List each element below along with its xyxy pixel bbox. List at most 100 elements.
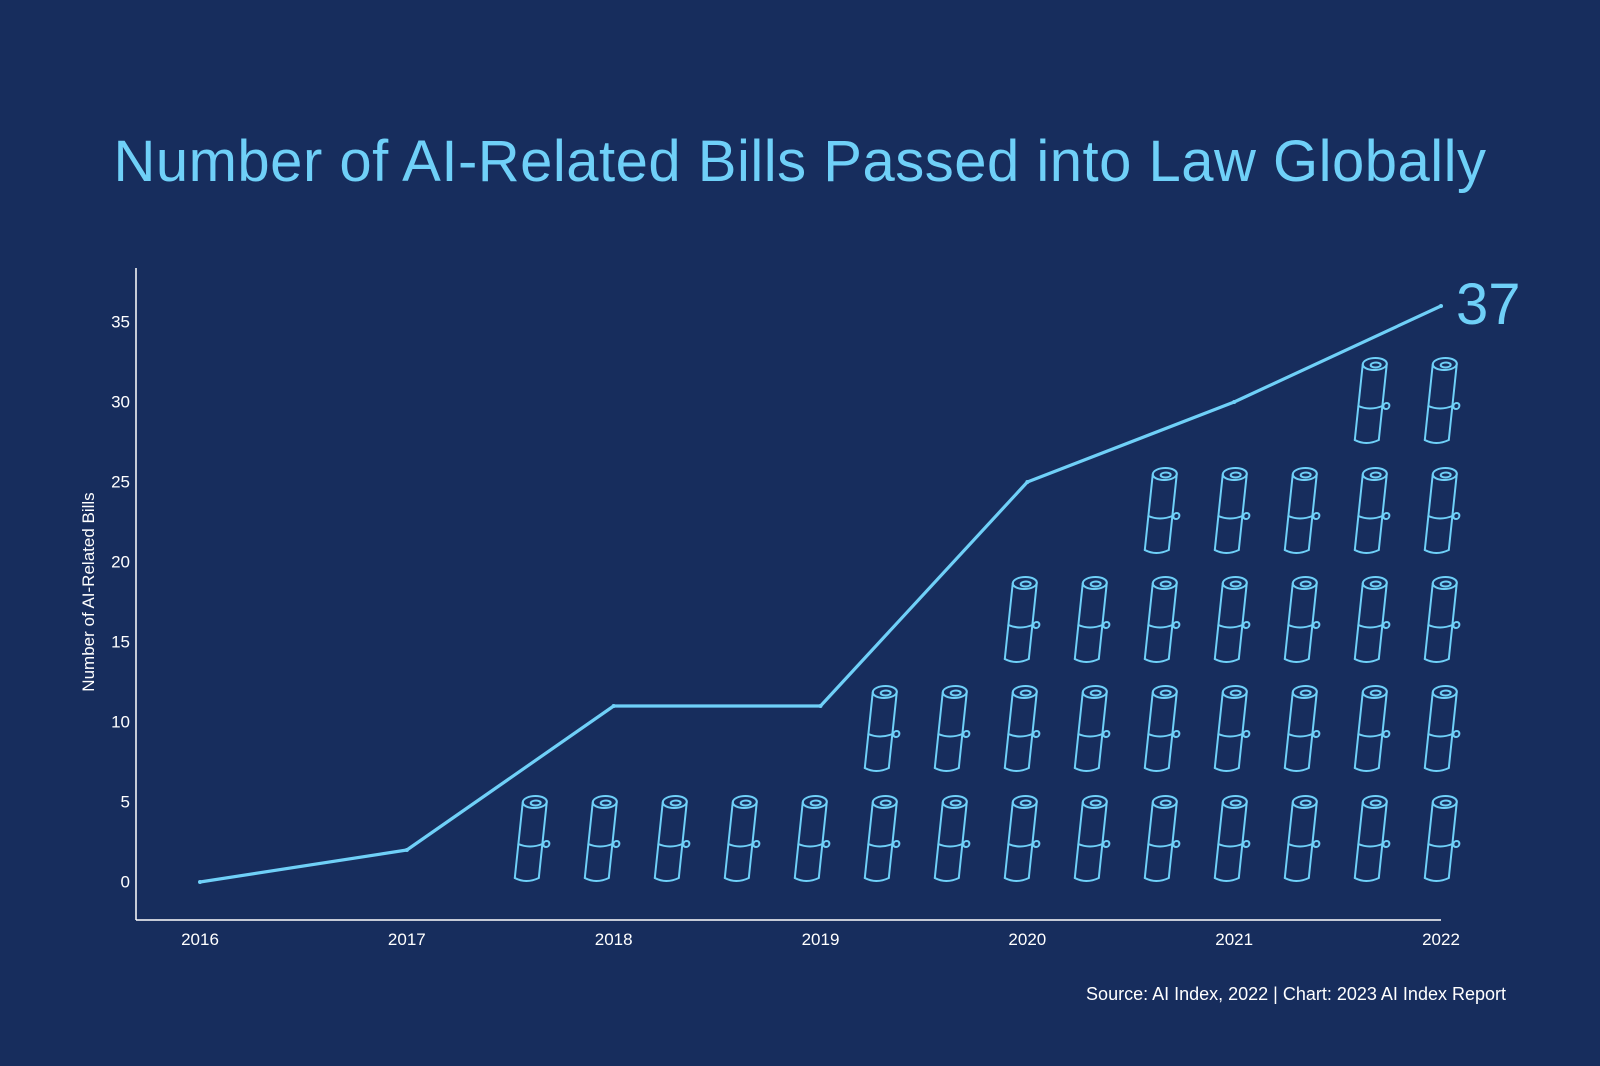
pictograph-layer [513, 357, 1461, 882]
scroll-icon [653, 795, 691, 882]
scroll-seal [1312, 512, 1321, 520]
scroll-ribbon [1217, 843, 1244, 848]
y-tick-label: 15 [111, 632, 130, 651]
scroll-seal [1032, 621, 1041, 629]
axes: 0 5 10 15 20 25 30 35 2016 2017 2018 2019 2020 2021 20… [79, 268, 1460, 949]
scroll-curl [1369, 361, 1382, 369]
scroll-icon [863, 685, 901, 772]
scroll-icon [1073, 576, 1111, 663]
scroll-right-edge [1027, 801, 1038, 879]
scroll-left-edge [933, 691, 944, 769]
scroll-bottom [653, 877, 680, 882]
scroll-left-edge [1213, 582, 1224, 660]
scroll-icon [933, 795, 971, 882]
scroll-curl [1369, 471, 1382, 479]
scroll-bottom [1143, 658, 1170, 663]
scroll-curl [1089, 580, 1102, 588]
scroll-right-edge [1377, 473, 1388, 551]
scroll-left-edge [1073, 691, 1084, 769]
scroll-seal [962, 730, 971, 738]
scroll-left-edge [583, 801, 594, 879]
scroll-right-edge [1097, 801, 1108, 879]
scroll-bottom [723, 877, 750, 882]
scroll-right-edge [1237, 801, 1248, 879]
scroll-bottom [1073, 767, 1100, 772]
y-tick-label: 20 [111, 552, 130, 571]
scroll-curl [1439, 471, 1452, 479]
scroll-ribbon [1287, 515, 1314, 520]
labels-layer: 37 [1456, 272, 1521, 337]
scroll-left-edge [1283, 801, 1294, 879]
scroll-icon [1353, 576, 1391, 663]
scroll-seal [1242, 730, 1251, 738]
scroll-ribbon [1147, 624, 1174, 629]
scroll-seal [1032, 840, 1041, 848]
scroll-icon [1423, 576, 1461, 663]
scroll-curl [809, 799, 822, 807]
scroll-seal [1102, 840, 1111, 848]
scroll-left-edge [1353, 363, 1364, 441]
scroll-curl [1089, 689, 1102, 697]
scroll-icon [1423, 685, 1461, 772]
scroll-left-edge [1213, 473, 1224, 551]
scroll-right-edge [1307, 801, 1318, 879]
scroll-bottom [1003, 877, 1030, 882]
scroll-left-edge [1213, 691, 1224, 769]
scroll-curl [529, 799, 542, 807]
y-tick-label: 35 [111, 312, 130, 331]
scroll-left-edge [1283, 582, 1294, 660]
scroll-curl [1159, 471, 1172, 479]
scroll-ribbon [1217, 733, 1244, 738]
scroll-icon [723, 795, 761, 882]
scroll-right-edge [607, 801, 618, 879]
scroll-right-edge [1027, 691, 1038, 769]
series-layer [198, 304, 1443, 884]
scroll-left-edge [1423, 363, 1434, 441]
scroll-right-edge [1167, 691, 1178, 769]
scroll-icon [1143, 576, 1181, 663]
data-point-2018 [611, 704, 616, 708]
scroll-icon [1353, 467, 1391, 554]
scroll-seal [752, 840, 761, 848]
scroll-right-edge [1097, 582, 1108, 660]
scroll-bottom [1283, 549, 1310, 554]
scroll-seal [1172, 512, 1181, 520]
scroll-curl [1439, 689, 1452, 697]
scroll-right-edge [1167, 801, 1178, 879]
scroll-icon [863, 795, 901, 882]
scroll-left-edge [653, 801, 664, 879]
scroll-curl [879, 689, 892, 697]
scroll-curl [739, 799, 752, 807]
scroll-ribbon [797, 843, 824, 848]
scroll-icon [1213, 795, 1251, 882]
scroll-curl [1369, 689, 1382, 697]
scroll-seal [822, 840, 831, 848]
x-tick-label: 2017 [388, 930, 426, 949]
scroll-bottom [1213, 658, 1240, 663]
scroll-icon [583, 795, 621, 882]
scroll-seal [1312, 840, 1321, 848]
scroll-ribbon [1147, 515, 1174, 520]
y-tick-label: 5 [121, 792, 130, 811]
scroll-bottom [1073, 658, 1100, 663]
scroll-curl [1229, 799, 1242, 807]
scroll-ribbon [1427, 405, 1454, 410]
scroll-ribbon [1427, 843, 1454, 848]
scroll-right-edge [1307, 691, 1318, 769]
scroll-bottom [1423, 658, 1450, 663]
scroll-left-edge [933, 801, 944, 879]
scroll-seal [542, 840, 551, 848]
scroll-curl [1159, 799, 1172, 807]
data-point-2019 [818, 704, 823, 708]
scroll-icon [1353, 357, 1391, 444]
scroll-bottom [1283, 877, 1310, 882]
scroll-bottom [1143, 549, 1170, 554]
scroll-bottom [583, 877, 610, 882]
scroll-ribbon [1147, 843, 1174, 848]
scroll-bottom [793, 877, 820, 882]
scroll-icon [1143, 795, 1181, 882]
scroll-curl [1369, 799, 1382, 807]
scroll-left-edge [1353, 691, 1364, 769]
scroll-left-edge [1143, 801, 1154, 879]
